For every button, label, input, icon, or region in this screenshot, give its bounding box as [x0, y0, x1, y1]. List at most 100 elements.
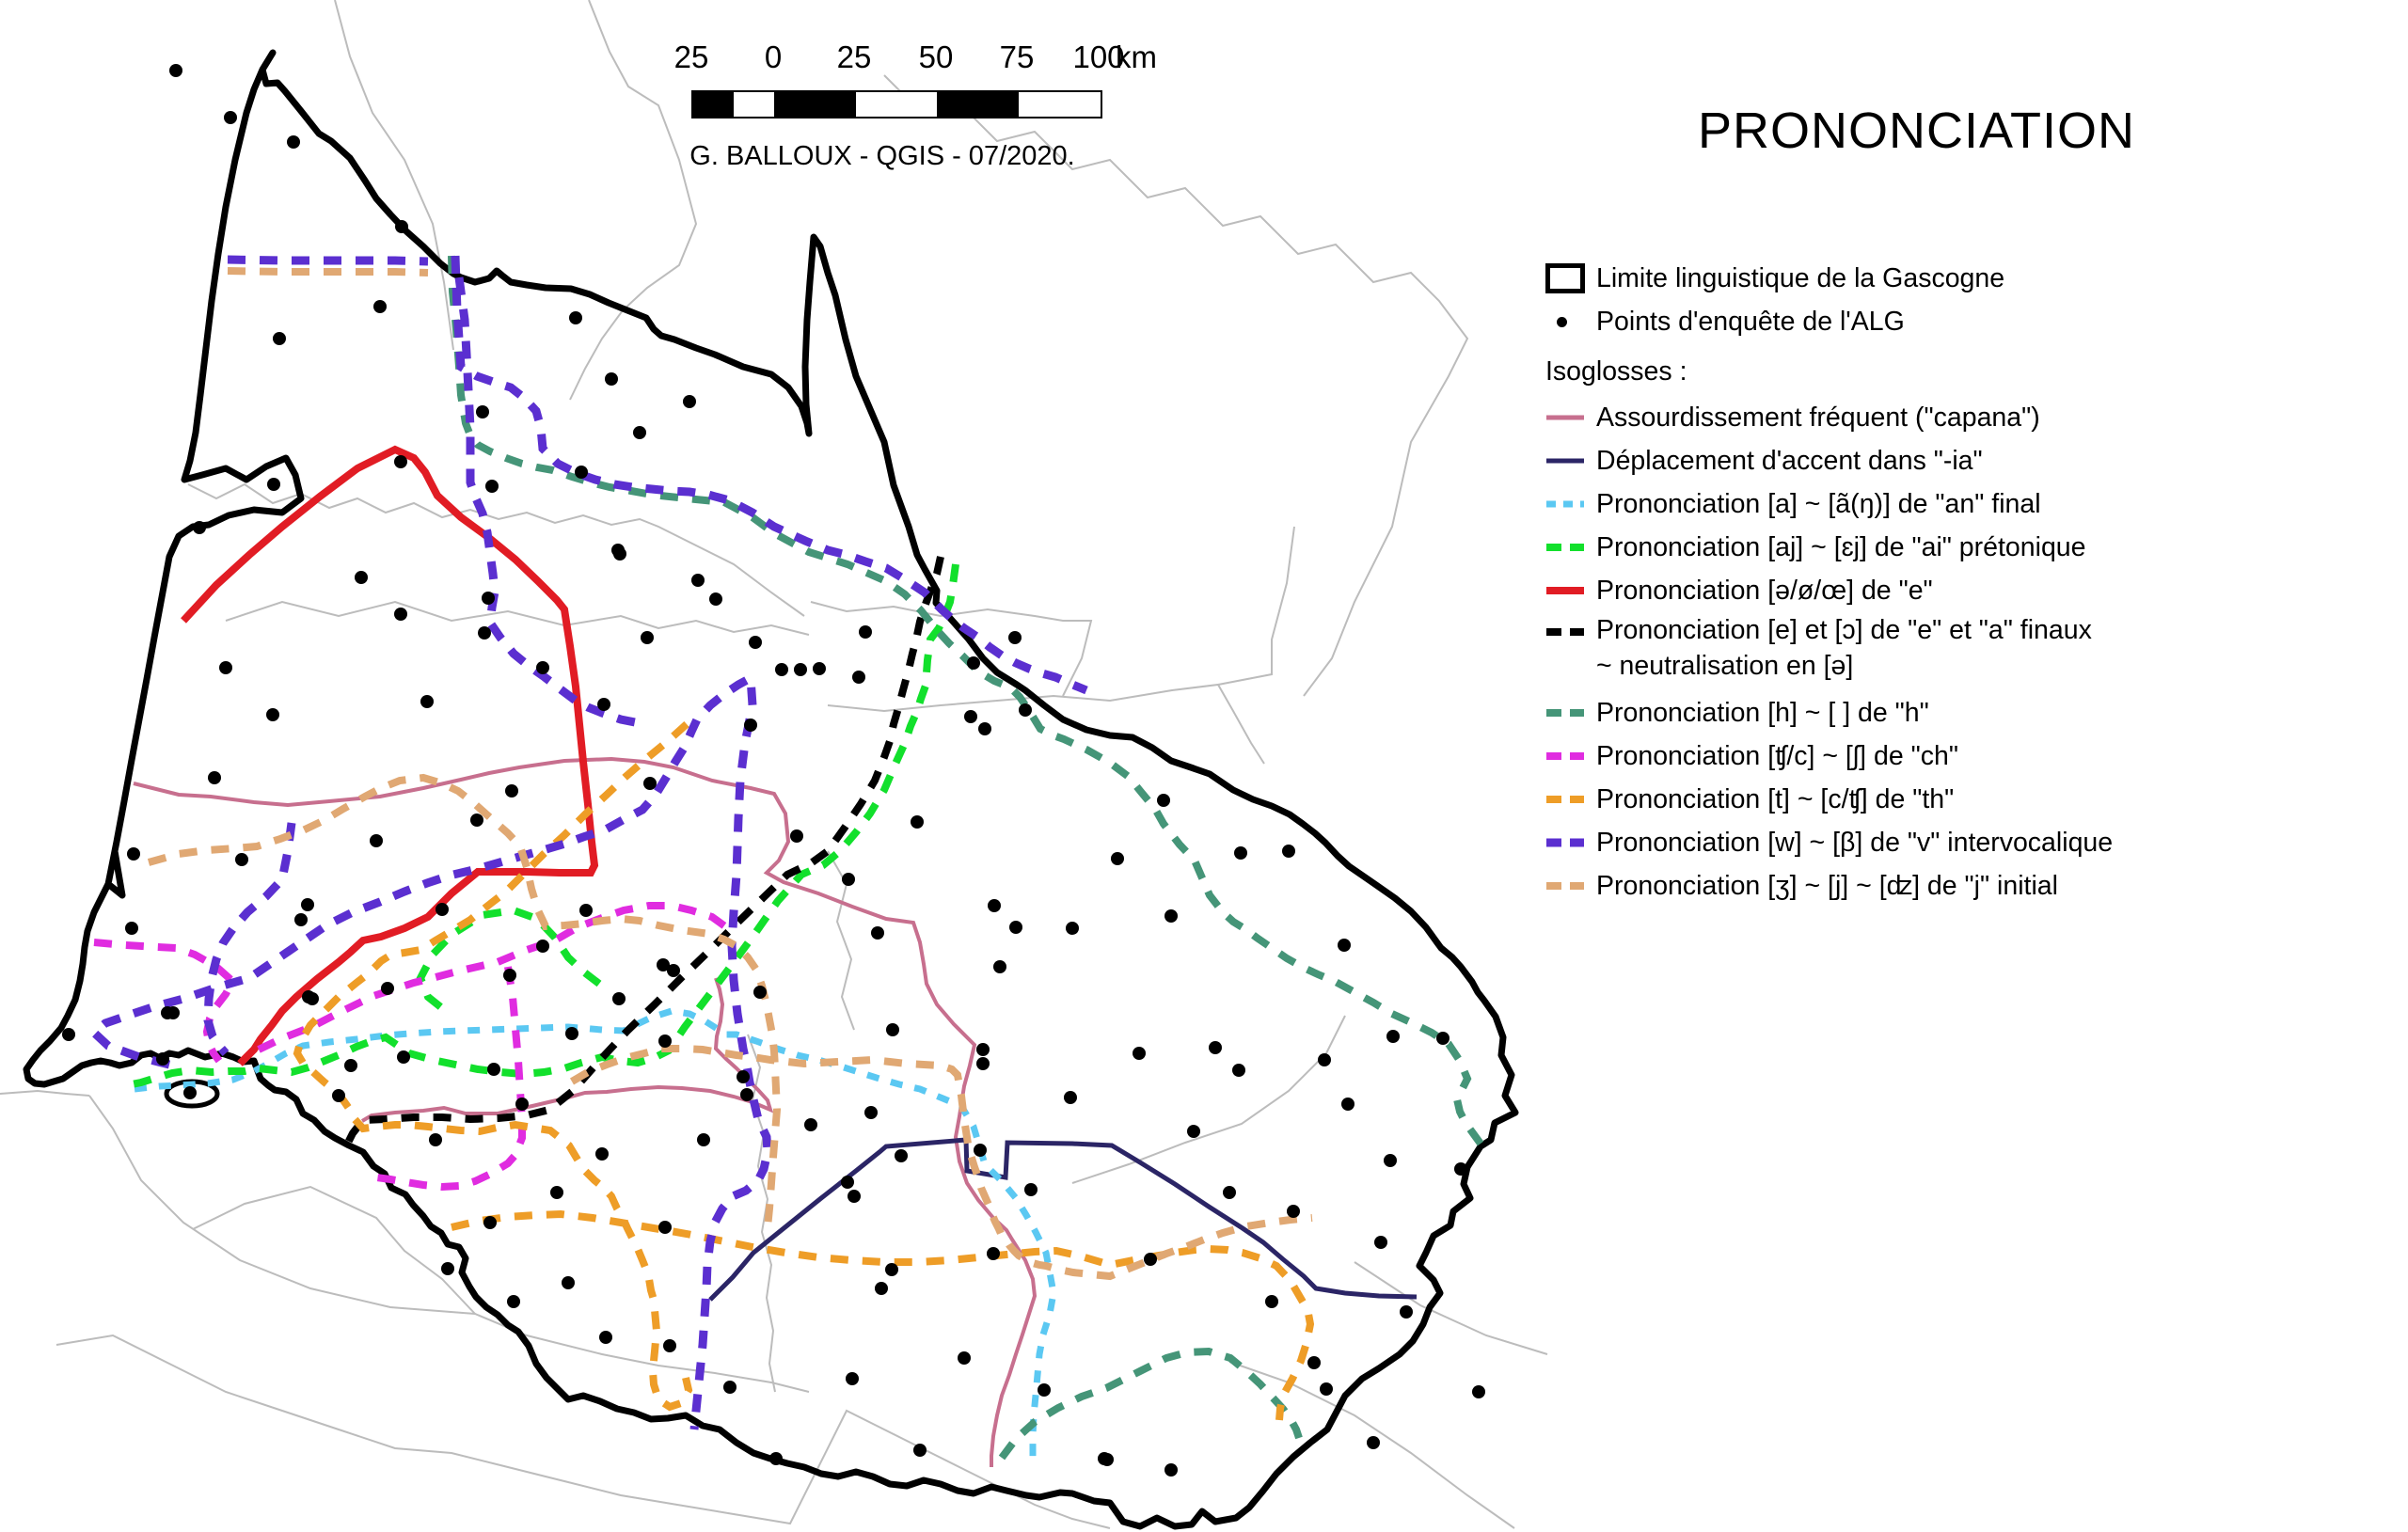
admin-border	[569, 0, 698, 401]
scale-label: 50	[918, 39, 954, 74]
legend-label-j: Prononciation [ʒ] ~ [j] ~ [ʣ] de "j" ini…	[1596, 871, 2058, 901]
survey-point	[1320, 1382, 1333, 1396]
isogloss-an	[134, 1007, 1057, 1457]
survey-point	[1386, 1030, 1400, 1043]
survey-point	[579, 904, 593, 917]
survey-point	[373, 300, 387, 313]
legend-row-an: Prononciation [a] ~ [ã(ŋ)] de "an" final	[1545, 482, 2354, 526]
survey-point	[562, 1276, 575, 1289]
isogloss-w	[451, 255, 1088, 695]
isogloss-j	[147, 773, 782, 1228]
isogloss-ch	[375, 966, 526, 1192]
isogloss-swatch-icon-ia	[1545, 450, 1585, 471]
survey-point	[505, 784, 518, 798]
legend-label-ai: Prononciation [aj] ~ [ɛj] de "ai" préton…	[1596, 532, 2086, 562]
survey-point	[394, 608, 407, 621]
isogloss-j	[227, 267, 429, 276]
survey-point	[1374, 1236, 1387, 1249]
survey-point	[697, 1133, 710, 1146]
points-dot-icon	[1545, 316, 1585, 327]
legend-label-th: Prononciation [t] ~ [c/ʧ] de "th"	[1596, 784, 1955, 814]
survey-point	[301, 898, 314, 911]
admin-border	[192, 1185, 476, 1315]
isogloss-capana	[360, 977, 774, 1123]
survey-point	[503, 969, 516, 982]
survey-point	[394, 455, 407, 468]
legend-label-ch: Prononciation [ʧ/c] ~ [ʃ] de "ch"	[1596, 741, 1958, 771]
legend-label-ia: Déplacement d'accent dans "-ia"	[1596, 446, 1983, 476]
isogloss-ia	[708, 1137, 1418, 1302]
survey-point	[332, 1089, 345, 1102]
survey-point	[193, 521, 206, 534]
survey-point	[1265, 1295, 1278, 1308]
isogloss-th	[451, 1209, 1315, 1421]
survey-point	[127, 847, 140, 861]
scale-label: 25	[836, 39, 872, 74]
survey-point	[1472, 1385, 1485, 1398]
legend-label-an: Prononciation [a] ~ [ã(ŋ)] de "an" final	[1596, 489, 2041, 519]
isogloss-swatch-icon-ch	[1545, 746, 1585, 766]
survey-point	[658, 1034, 672, 1048]
legend-label-h: Prononciation [h] ~ [ ] de "h"	[1596, 698, 1929, 728]
survey-point	[753, 986, 767, 999]
survey-point	[976, 1043, 990, 1056]
survey-point	[723, 1381, 737, 1394]
survey-point	[487, 1063, 500, 1076]
admin-border	[1071, 1015, 1346, 1184]
survey-point	[266, 708, 279, 721]
isogloss-w	[454, 276, 641, 728]
isogloss-swatch-icon-e	[1545, 580, 1585, 601]
survey-point	[515, 1098, 529, 1111]
survey-point	[1318, 1053, 1331, 1066]
survey-point	[613, 547, 626, 561]
survey-point	[875, 1282, 888, 1295]
survey-point	[1009, 921, 1022, 934]
isogloss-swatch-icon-h	[1545, 703, 1585, 723]
scale-bar: 25 0 25 50 75 100 km	[674, 39, 1180, 118]
survey-point	[895, 1149, 908, 1162]
survey-point	[691, 574, 705, 587]
scale-segment	[734, 92, 774, 117]
survey-point	[993, 960, 1006, 973]
survey-point	[1164, 909, 1178, 923]
survey-point	[913, 1444, 927, 1457]
survey-point	[964, 710, 977, 723]
legend-row-ea: Prononciation [e] et [ɔ] de "e" et "a" f…	[1545, 612, 2354, 691]
survey-point	[507, 1295, 520, 1308]
legend-row-points: Points d'enquête de l'ALG	[1545, 300, 2354, 343]
survey-point	[641, 631, 654, 644]
survey-point	[1064, 1091, 1077, 1104]
isogloss-th	[293, 721, 693, 1412]
survey-point	[485, 480, 499, 493]
survey-point	[397, 1050, 410, 1064]
survey-point	[740, 1088, 753, 1101]
admin-border	[810, 601, 1093, 697]
isogloss-h	[448, 255, 1484, 1146]
survey-point	[1098, 1452, 1111, 1465]
survey-point	[429, 1133, 442, 1146]
survey-point	[597, 698, 610, 711]
survey-point	[958, 1351, 971, 1365]
admin-border	[55, 1334, 1111, 1529]
scale-bar-labels: 25 0 25 50 75 100 km	[674, 39, 1180, 77]
admin-border	[827, 683, 1265, 765]
legend-row-j: Prononciation [ʒ] ~ [j] ~ [ʣ] de "j" ini…	[1545, 864, 2354, 908]
survey-point	[737, 1070, 750, 1083]
survey-point	[370, 834, 383, 847]
scale-segment	[693, 92, 734, 117]
scale-segment	[937, 92, 1019, 117]
admin-border	[883, 74, 1469, 697]
survey-point	[569, 311, 582, 324]
survey-point	[967, 656, 980, 670]
survey-point	[1066, 922, 1079, 935]
survey-point	[790, 829, 803, 843]
legend-label-capana: Assourdissement fréquent ("capana")	[1596, 403, 2040, 433]
legend-label-w: Prononciation [w] ~ [β] de "v" intervoca…	[1596, 828, 2114, 858]
survey-point	[536, 661, 549, 674]
survey-point	[441, 1262, 454, 1275]
legend-row-th: Prononciation [t] ~ [c/ʧ] de "th"	[1545, 778, 2354, 821]
scale-bar-segments	[691, 90, 1102, 118]
survey-point	[1436, 1032, 1450, 1045]
legend-row-limite: Limite linguistique de la Gascogne	[1545, 257, 2354, 300]
